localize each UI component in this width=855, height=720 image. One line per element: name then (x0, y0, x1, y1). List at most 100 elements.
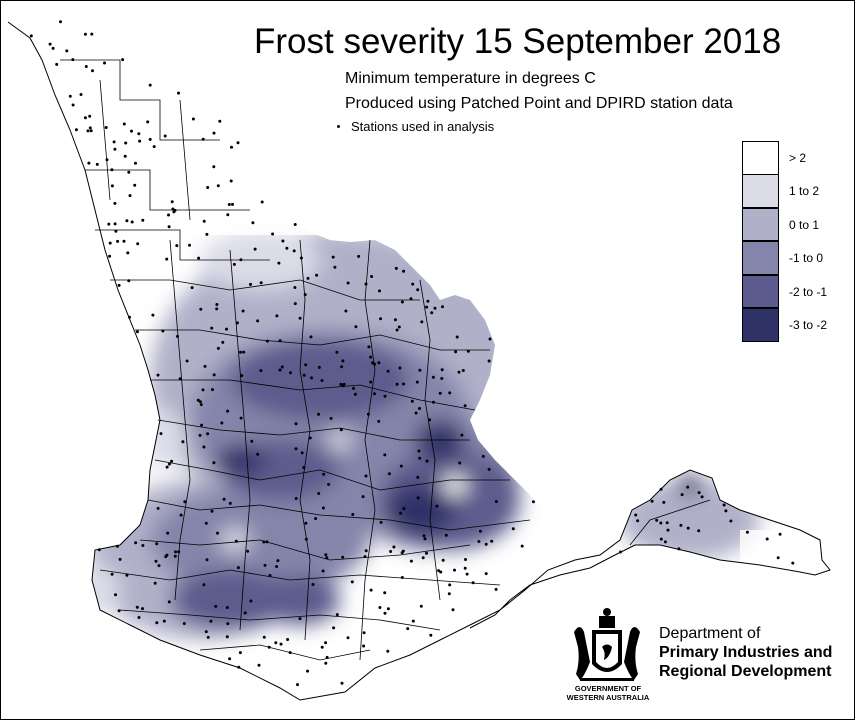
station-dot (55, 62, 59, 66)
station-dot (417, 449, 421, 453)
station-dot (317, 412, 321, 416)
station-dot (166, 531, 170, 535)
station-dot (176, 334, 179, 338)
station-dot (700, 495, 704, 499)
station-dot (300, 451, 304, 455)
station-dot (113, 222, 117, 226)
station-dot (175, 244, 179, 248)
station-dot (256, 452, 260, 456)
station-dot (296, 683, 299, 687)
station-dot (249, 282, 252, 286)
station-dot (386, 649, 390, 653)
station-dot (242, 350, 246, 354)
station-dot (410, 399, 414, 403)
station-dot (458, 461, 462, 465)
station-dot (202, 219, 206, 223)
station-dot (697, 529, 701, 533)
station-dot (367, 345, 371, 349)
department-name: Department of Primary Industries and Reg… (659, 624, 832, 681)
station-dot (138, 139, 142, 143)
station-dot (159, 432, 163, 436)
station-dot (263, 563, 267, 567)
station-dot (281, 239, 285, 243)
station-dot (68, 94, 72, 98)
station-dot (416, 496, 420, 500)
station-dot (679, 523, 683, 527)
station-dot (267, 645, 271, 649)
station-dot (289, 371, 292, 375)
station-dot (395, 328, 399, 332)
station-dot (128, 315, 131, 319)
station-dot (225, 635, 229, 639)
station-dot (293, 223, 297, 226)
station-dot (778, 532, 782, 536)
station-dot (135, 605, 139, 609)
station-dot (433, 306, 437, 310)
station-dot (353, 392, 357, 396)
station-dot (122, 239, 126, 243)
station-dot (306, 276, 310, 280)
station-dot (304, 521, 308, 525)
station-dot (425, 459, 429, 463)
station-dot (724, 509, 728, 513)
station-dot (299, 256, 303, 260)
station-dot (487, 359, 491, 363)
legend-item: 1 to 2 (742, 174, 827, 209)
station-dot (745, 530, 749, 534)
station-dot (91, 69, 94, 73)
station-dot (373, 392, 376, 396)
station-dot (183, 500, 187, 504)
station-dot (677, 547, 681, 551)
station-dot (379, 317, 383, 321)
station-dot (440, 377, 444, 380)
station-dot (83, 116, 87, 120)
station-dot (460, 433, 464, 437)
crest-caption-line2: WESTERN AUSTRALIA (566, 693, 650, 702)
station-dot (156, 506, 160, 510)
subtitle-source: Produced using Patched Point and DPIRD s… (345, 95, 733, 112)
station-dot (342, 382, 346, 386)
station-dot (279, 642, 283, 646)
station-dot (51, 46, 55, 50)
station-dot (484, 572, 488, 576)
station-dot (364, 282, 368, 286)
station-dot (198, 400, 202, 404)
legend-swatch (742, 308, 779, 342)
station-dot (293, 302, 297, 306)
station-dot (259, 369, 263, 373)
station-dot (351, 513, 355, 516)
station-dot (103, 61, 106, 65)
station-dot (274, 641, 278, 645)
station-dot (402, 382, 405, 386)
station-dot (650, 499, 654, 503)
station-dot (210, 509, 214, 513)
station-dot (188, 243, 191, 247)
station-dot (357, 254, 361, 258)
station-dot (137, 132, 141, 136)
station-dot (394, 266, 398, 270)
station-dot (302, 373, 306, 377)
station-dot (386, 607, 390, 611)
station-dot (346, 281, 350, 285)
station-dot (686, 485, 690, 489)
station-dot (170, 459, 174, 463)
station-dot (377, 361, 381, 365)
station-dot (134, 541, 138, 545)
station-dot (278, 368, 282, 372)
station-dot (167, 213, 170, 217)
station-dot (206, 186, 210, 189)
station-dot (294, 422, 298, 426)
station-dot (152, 145, 156, 149)
station-dot (167, 462, 171, 466)
station-dot (636, 519, 640, 523)
station-dot (444, 533, 448, 537)
legend-label: -3 to -2 (789, 318, 828, 333)
station-dot (241, 309, 245, 313)
station-dot (432, 400, 435, 404)
station-dot (107, 222, 111, 226)
station-dot (350, 580, 354, 584)
station-dot (294, 497, 298, 500)
station-dot (361, 495, 365, 499)
station-dot (117, 609, 121, 613)
